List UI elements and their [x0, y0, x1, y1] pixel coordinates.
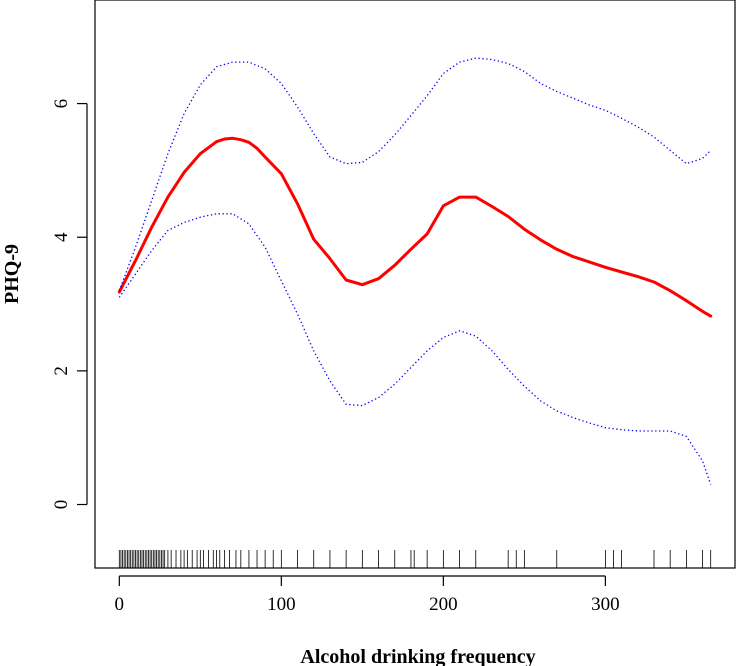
- y-tick-label: 0: [51, 500, 72, 510]
- series-layer: [117, 57, 713, 485]
- rug-marks: [118, 550, 712, 568]
- x-axis: 0 100 200 300: [115, 575, 620, 615]
- y-axis-title: PHQ-9: [1, 244, 23, 304]
- plot-frame: [94, 0, 736, 569]
- x-axis-title: Alcohol drinking frequency: [300, 646, 535, 666]
- estimate-line: [117, 136, 713, 318]
- x-tick-label: 0: [115, 594, 125, 615]
- x-tick-label: 200: [429, 594, 458, 615]
- y-tick-label: 6: [51, 99, 72, 109]
- lower-ci-line: [118, 213, 712, 485]
- y-tick-label: 2: [51, 366, 72, 376]
- y-tick-label: 4: [51, 232, 72, 242]
- x-tick-label: 100: [267, 594, 296, 615]
- x-tick-label: 300: [591, 594, 620, 615]
- y-axis: 0 2 4 6: [51, 99, 88, 510]
- upper-ci-line: [118, 57, 712, 291]
